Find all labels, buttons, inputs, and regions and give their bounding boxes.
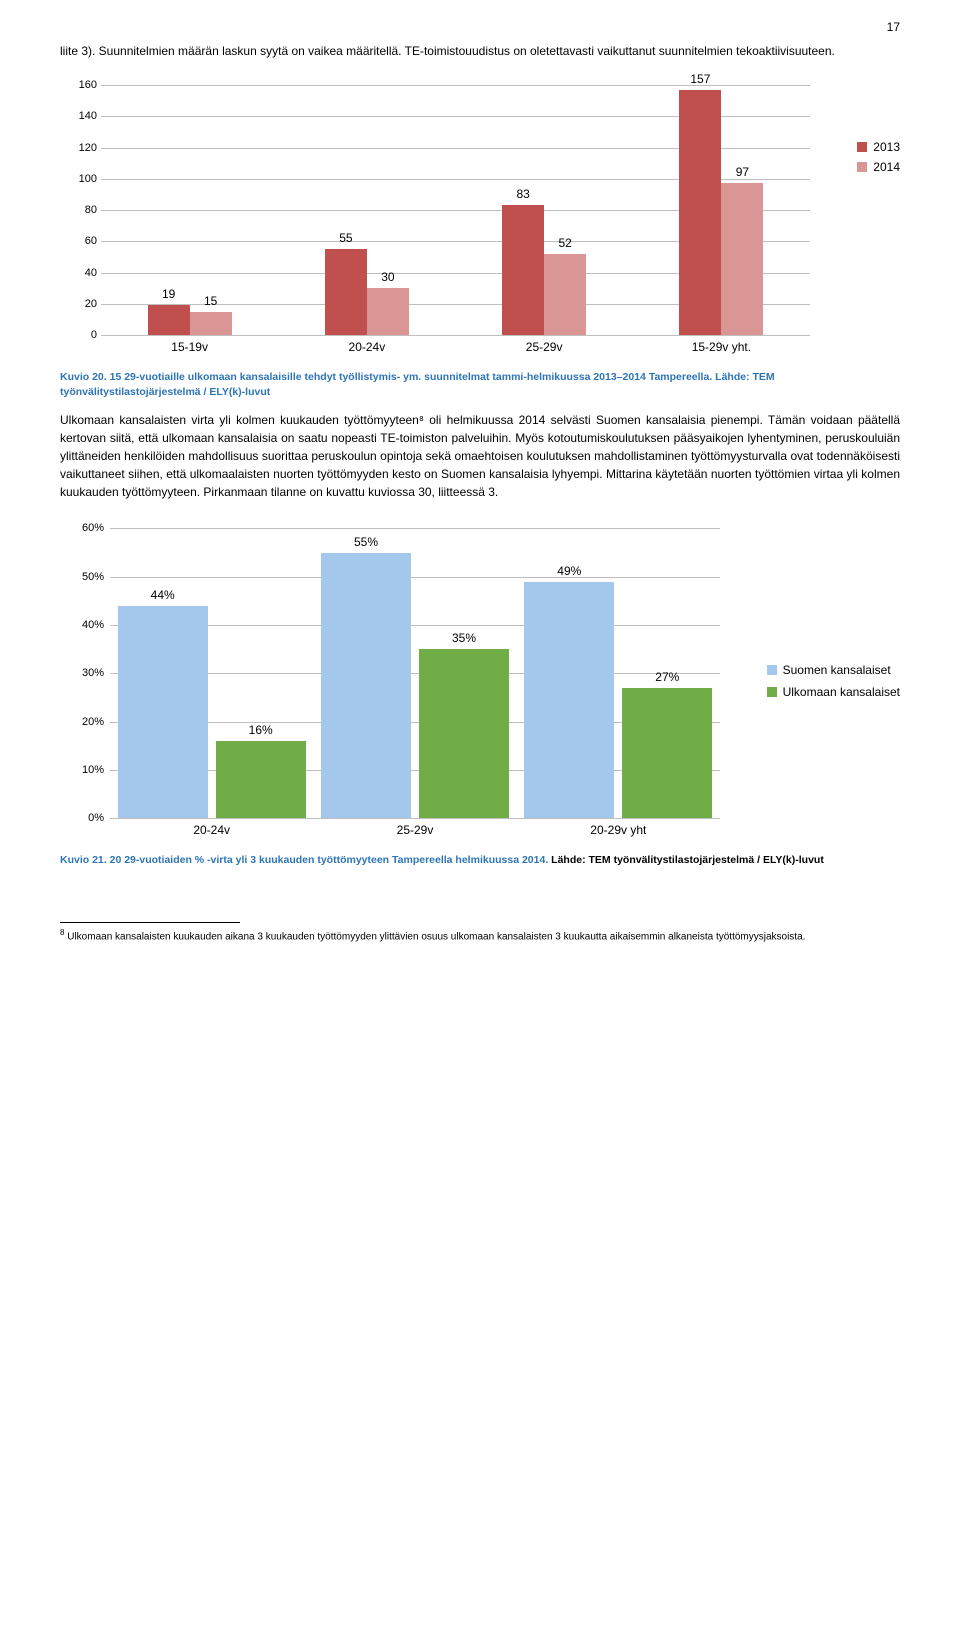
chart1-x-label: 15-29v yht. bbox=[633, 340, 810, 360]
chart1-x-label: 20-24v bbox=[278, 340, 455, 360]
legend-swatch bbox=[857, 162, 867, 172]
chart1-bar: 55 bbox=[325, 249, 367, 335]
chart1-bar: 157 bbox=[679, 90, 721, 335]
chart2-bar-value: 44% bbox=[118, 588, 208, 602]
chart2-x-label: 20-24v bbox=[110, 823, 313, 843]
chart1-bar-group: 8352 bbox=[456, 85, 633, 335]
chart2-bar-group: 49%27% bbox=[517, 528, 720, 818]
body-paragraph: Ulkomaan kansalaisten virta yli kolmen k… bbox=[60, 411, 900, 501]
footnote-text: Ulkomaan kansalaisten kuukauden aikana 3… bbox=[64, 931, 805, 942]
chart1-ytick: 40 bbox=[71, 267, 97, 279]
chart1-ytick: 120 bbox=[71, 142, 97, 154]
page-number: 17 bbox=[60, 20, 900, 34]
chart1-ytick: 80 bbox=[71, 204, 97, 216]
chart1-ytick: 140 bbox=[71, 110, 97, 122]
chart2-bar-value: 16% bbox=[216, 723, 306, 737]
chart2-bar: 49% bbox=[524, 582, 614, 819]
chart1-bar-value: 83 bbox=[502, 187, 544, 201]
chart2-x-label: 25-29v bbox=[313, 823, 516, 843]
chart2-ytick: 40% bbox=[70, 619, 104, 631]
chart1-bar: 52 bbox=[544, 254, 586, 335]
chart2-bar: 35% bbox=[419, 649, 509, 818]
chart1-bar-group: 1915 bbox=[101, 85, 278, 335]
chart1-ytick: 0 bbox=[71, 329, 97, 341]
legend-swatch bbox=[767, 665, 777, 675]
caption1-title: Kuvio 20. 15 29-vuotiaille ulkomaan kans… bbox=[60, 371, 712, 383]
chart2-bar-value: 35% bbox=[419, 631, 509, 645]
chart1-bar-value: 15 bbox=[190, 294, 232, 308]
chart1-ytick: 160 bbox=[71, 79, 97, 91]
chart2-bar-group: 44%16% bbox=[110, 528, 313, 818]
legend-label: 2013 bbox=[873, 140, 900, 154]
chart1-x-label: 15-19v bbox=[101, 340, 278, 360]
chart2-bar-group: 55%35% bbox=[313, 528, 516, 818]
chart2-legend-item: Suomen kansalaiset bbox=[767, 663, 900, 677]
chart2-caption: Kuvio 21. 20 29-vuotiaiden % -virta yli … bbox=[60, 853, 900, 868]
chart1-legend-item: 2014 bbox=[857, 160, 900, 174]
chart1-bar-value: 55 bbox=[325, 231, 367, 245]
chart2-ytick: 60% bbox=[70, 522, 104, 534]
chart1-bar: 30 bbox=[367, 288, 409, 335]
chart1-bar-value: 52 bbox=[544, 236, 586, 250]
footnote-separator bbox=[60, 922, 240, 923]
chart2-bar: 55% bbox=[321, 553, 411, 819]
chart1-legend: 2013 2014 bbox=[857, 140, 900, 180]
caption2-title: Kuvio 21. 20 29-vuotiaiden % -virta yli … bbox=[60, 854, 548, 866]
chart-2: 0%10%20%30%40%50%60% 44%16%55%35%49%27% … bbox=[60, 523, 900, 843]
chart1-bar-group: 5530 bbox=[278, 85, 455, 335]
chart1-x-label: 25-29v bbox=[456, 340, 633, 360]
chart1-bar: 83 bbox=[502, 205, 544, 335]
chart1-bar: 97 bbox=[721, 183, 763, 335]
chart1-ytick: 20 bbox=[71, 298, 97, 310]
caption2-source: Lähde: TEM työnvälitystilastojärjestelmä… bbox=[548, 854, 824, 866]
chart1-bar-group: 15797 bbox=[633, 85, 810, 335]
chart2-ytick: 20% bbox=[70, 716, 104, 728]
legend-label: Ulkomaan kansalaiset bbox=[783, 685, 900, 699]
chart1-bar-value: 97 bbox=[721, 165, 763, 179]
chart2-ytick: 10% bbox=[70, 764, 104, 776]
legend-swatch bbox=[857, 142, 867, 152]
chart2-legend: Suomen kansalaiset Ulkomaan kansalaiset bbox=[767, 663, 900, 707]
chart1-caption: Kuvio 20. 15 29-vuotiaille ulkomaan kans… bbox=[60, 370, 900, 399]
chart1-bar-value: 19 bbox=[148, 287, 190, 301]
chart1-bar: 19 bbox=[148, 305, 190, 335]
chart2-bar: 16% bbox=[216, 741, 306, 818]
chart2-ytick: 50% bbox=[70, 571, 104, 583]
chart1-bar-value: 157 bbox=[679, 72, 721, 86]
chart2-bar-value: 27% bbox=[622, 670, 712, 684]
chart2-ytick: 0% bbox=[70, 812, 104, 824]
chart2-bar: 27% bbox=[622, 688, 712, 819]
chart2-ytick: 30% bbox=[70, 667, 104, 679]
chart2-bar: 44% bbox=[118, 606, 208, 819]
chart1-legend-item: 2013 bbox=[857, 140, 900, 154]
chart-1: 020406080100120140160 19155530835215797 … bbox=[60, 80, 900, 360]
chart1-bar-value: 30 bbox=[367, 270, 409, 284]
chart1-ytick: 100 bbox=[71, 173, 97, 185]
intro-paragraph: liite 3). Suunnitelmien määrän laskun sy… bbox=[60, 42, 900, 60]
legend-label: Suomen kansalaiset bbox=[783, 663, 891, 677]
chart2-x-label: 20-29v yht bbox=[517, 823, 720, 843]
chart1-bar: 15 bbox=[190, 312, 232, 335]
chart2-bar-value: 55% bbox=[321, 535, 411, 549]
legend-label: 2014 bbox=[873, 160, 900, 174]
chart1-ytick: 60 bbox=[71, 235, 97, 247]
legend-swatch bbox=[767, 687, 777, 697]
footnote: 8 Ulkomaan kansalaisten kuukauden aikana… bbox=[60, 927, 900, 944]
chart2-legend-item: Ulkomaan kansalaiset bbox=[767, 685, 900, 699]
chart2-bar-value: 49% bbox=[524, 564, 614, 578]
